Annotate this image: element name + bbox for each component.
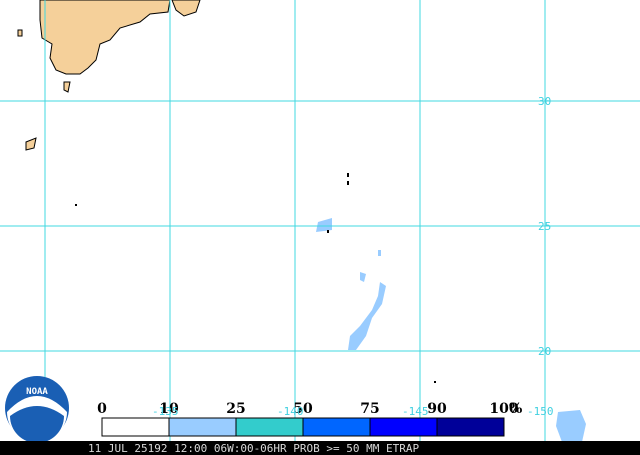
logo-text: NOAA bbox=[26, 387, 48, 397]
legend-swatch bbox=[235, 417, 304, 437]
lon-label: -145 bbox=[402, 405, 429, 418]
lon-label: -135 bbox=[152, 405, 179, 418]
lat-label: 30 bbox=[538, 95, 551, 108]
lat-label: 20 bbox=[538, 345, 551, 358]
legend-tick: 10 bbox=[159, 401, 179, 417]
lat-label: 25 bbox=[538, 220, 551, 233]
legend-tick: 100 bbox=[489, 401, 518, 417]
legend-swatch bbox=[436, 417, 505, 437]
grid bbox=[0, 0, 640, 441]
legend: 0 10 25 50 75 90 100% bbox=[97, 401, 522, 437]
noaa-logo: NOAA bbox=[5, 376, 69, 443]
probability-areas bbox=[316, 218, 586, 442]
islands bbox=[75, 173, 436, 383]
lon-label: -140 bbox=[277, 405, 304, 418]
legend-tick: 0 bbox=[97, 401, 107, 417]
legend-swatch bbox=[168, 417, 237, 437]
legend-swatch bbox=[369, 417, 438, 437]
legend-unit: % bbox=[509, 401, 522, 417]
legend-tick: 25 bbox=[226, 401, 245, 417]
legend-tick: 75 bbox=[360, 401, 379, 417]
footer-bar bbox=[0, 441, 640, 455]
land bbox=[17, 0, 201, 151]
legend-swatch bbox=[302, 417, 371, 437]
legend-tick: 90 bbox=[427, 401, 447, 417]
footer-text: 11 JUL 25192 12:00 06W:00-06HR PROB >= 5… bbox=[88, 442, 420, 455]
legend-tick: 50 bbox=[293, 401, 313, 417]
legend-swatch bbox=[101, 417, 170, 437]
lon-label: -150 bbox=[527, 405, 554, 418]
